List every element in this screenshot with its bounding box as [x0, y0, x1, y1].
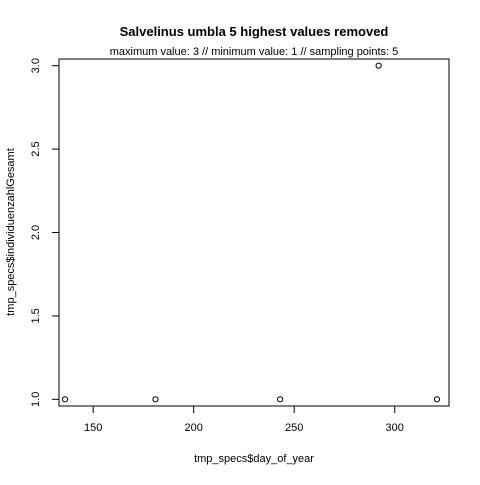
chart-subtitle: maximum value: 3 // minimum value: 1 // …	[110, 46, 399, 58]
x-tick-label: 250	[285, 422, 303, 434]
y-tick-label: 1.0	[30, 392, 42, 407]
y-tick-label: 2.5	[30, 141, 42, 156]
data-point	[375, 62, 382, 69]
data-points	[61, 62, 441, 403]
y-tick-label: 1.5	[30, 308, 42, 323]
x-tick-label: 150	[84, 422, 102, 434]
plot-frame	[58, 58, 450, 407]
x-tick-label: 300	[386, 422, 404, 434]
x-tick-label: 200	[185, 422, 203, 434]
y-tick-label: 3.0	[30, 58, 42, 73]
x-axis-label: tmp_specs$day_of_year	[194, 453, 314, 465]
y-axis: 1.0 1.5 2.0 2.5 3.0	[30, 58, 59, 407]
chart-title: Salvelinus umbla 5 highest values remove…	[120, 24, 389, 39]
data-point	[277, 396, 284, 403]
data-point	[61, 396, 69, 403]
x-axis: 150 200 250 300	[84, 406, 404, 434]
data-point	[433, 396, 441, 403]
data-point	[152, 396, 159, 403]
y-tick-label: 2.0	[30, 225, 42, 240]
y-axis-label: tmp_specs$individuenzahlGesamt	[5, 148, 17, 316]
